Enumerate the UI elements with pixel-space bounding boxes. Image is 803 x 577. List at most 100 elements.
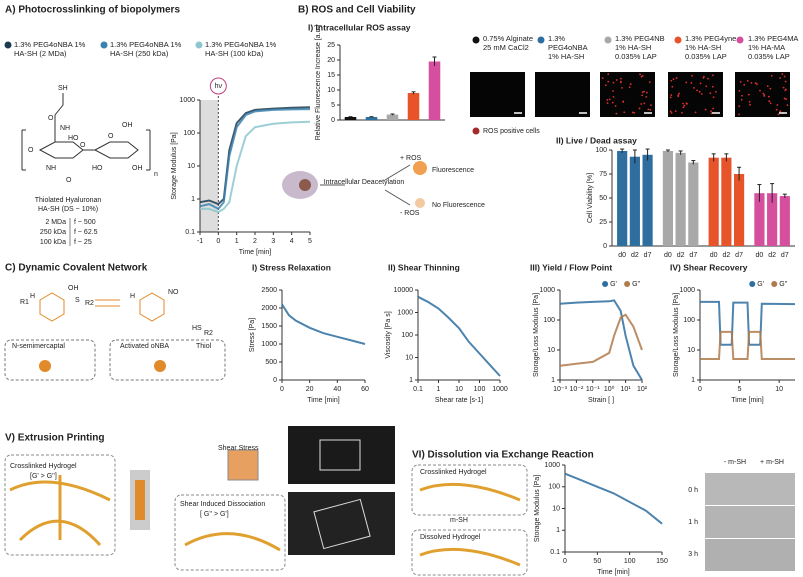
- bar: [386, 114, 399, 120]
- y-tick-label: 0: [331, 117, 335, 124]
- condition-dot: [736, 36, 744, 44]
- cell-dot: [747, 93, 750, 96]
- cell-dot: [704, 108, 707, 111]
- condition-dot: [537, 36, 545, 44]
- scheme-text: - ROS: [400, 210, 420, 217]
- cell-dot: [777, 113, 780, 116]
- x-tick-label: 5: [738, 386, 742, 393]
- x-axis-label: Shear rate [s-1]: [435, 397, 483, 404]
- y-axis-label: Storage/Loss Modulus [Pa]: [673, 293, 680, 377]
- label: Crosslinked Hydrogel: [10, 463, 77, 470]
- cell-dot: [621, 86, 623, 89]
- micrograph: [600, 72, 655, 117]
- atom: SH: [58, 85, 68, 92]
- y-tick-label: 5: [331, 102, 335, 109]
- y-tick-label: 10000: [394, 287, 414, 294]
- atom: OH: [68, 285, 79, 292]
- cell-dot: [682, 106, 685, 109]
- y-tick-label: 25: [599, 219, 607, 226]
- legend-label: G'': [779, 281, 787, 288]
- x-tick-label: 4: [290, 238, 294, 245]
- line: [281, 303, 366, 345]
- ink: [135, 480, 145, 520]
- cell-dot: [769, 87, 772, 90]
- cell-dot: [714, 90, 717, 93]
- y-tick-label: 100: [548, 484, 560, 491]
- cell-dot: [629, 83, 632, 86]
- x-tick-label: 10: [775, 386, 783, 393]
- cell-dot: [712, 107, 715, 110]
- cell-dot: [779, 110, 782, 113]
- photo: [705, 473, 795, 505]
- mw-f: f ~ 62.5: [74, 229, 98, 236]
- y-axis-label: Storage Modulus [Pa]: [534, 475, 541, 542]
- x-tick-label: 0: [698, 386, 702, 393]
- x-tick-label: d0: [710, 252, 718, 259]
- bar: [708, 157, 719, 246]
- y-tick-label: 100: [401, 332, 413, 339]
- cell-dot: [781, 73, 784, 76]
- panel-title: V) Extrusion Printing: [5, 433, 104, 444]
- cell-dot: [741, 94, 743, 97]
- dark-phase: [200, 100, 219, 232]
- cell-dot: [785, 88, 787, 91]
- x-tick-label: 10⁻²: [569, 386, 583, 393]
- cell-dot: [681, 111, 683, 114]
- cell-dot: [682, 102, 684, 105]
- cell-dot: [670, 94, 673, 96]
- x-tick-label: 50: [593, 558, 601, 565]
- y-tick-label: 10: [327, 87, 335, 94]
- y-tick-label: 1: [409, 377, 413, 384]
- line: [700, 300, 796, 346]
- cell-dot: [775, 108, 778, 111]
- y-tick-label: 25: [327, 42, 335, 49]
- label: Dissolved Hydrogel: [420, 534, 481, 541]
- line: [700, 330, 795, 360]
- chart-title: IV) Shear Recovery: [670, 262, 748, 272]
- chem-label: N-semimercaptal: [12, 343, 65, 350]
- condition-dot: [472, 36, 480, 44]
- cell-dot: [766, 85, 769, 87]
- x-tick-label: 10¹: [621, 386, 632, 393]
- cell-dot: [678, 92, 680, 95]
- cell-dot: [749, 103, 751, 106]
- legend-dot: [749, 281, 756, 287]
- legend-dot: [771, 281, 778, 287]
- atom: HO: [92, 165, 103, 172]
- cell-dot: [650, 104, 652, 107]
- x-tick-label: 10⁻¹: [586, 386, 600, 393]
- cell-dot: [748, 100, 751, 103]
- bar: [365, 117, 378, 120]
- cell-dot: [769, 102, 772, 105]
- legend-label: G': [610, 281, 617, 288]
- atom: R2: [204, 330, 213, 337]
- cell-dot: [699, 82, 702, 85]
- cell-dot: [640, 75, 643, 78]
- atom: n: [154, 171, 158, 178]
- bar: [675, 152, 686, 246]
- cell-dot: [785, 98, 788, 101]
- x-tick-label: 10⁻³: [553, 386, 567, 393]
- label: m-SH: [450, 517, 468, 524]
- print: [319, 439, 361, 471]
- cell-dot: [612, 95, 615, 98]
- cell-dot: [740, 98, 743, 101]
- subtitle: I) Intracellular ROS assay: [308, 22, 411, 32]
- y-tick-label: 100: [183, 130, 195, 137]
- x-tick-label: d2: [722, 252, 730, 259]
- cell-dot: [750, 81, 753, 84]
- x-axis-label: Strain [ ]: [588, 397, 614, 404]
- cell-dot: [669, 96, 672, 99]
- cell-dot: [607, 80, 610, 83]
- x-tick-label: 60: [361, 386, 369, 393]
- x-tick-label: 100: [474, 386, 486, 393]
- condition: 1.3% PEG4yne 1% HA-SH 0.035% LAP: [685, 34, 737, 61]
- y-tick-label: 2000: [261, 305, 277, 312]
- x-tick-label: 1: [437, 386, 441, 393]
- bar: [629, 156, 640, 246]
- x-tick-label: 2: [253, 238, 257, 245]
- cell-dot: [776, 104, 779, 106]
- chart-title: II) Shear Thinning: [388, 262, 460, 272]
- micrograph: [470, 72, 525, 117]
- bar: [767, 193, 778, 246]
